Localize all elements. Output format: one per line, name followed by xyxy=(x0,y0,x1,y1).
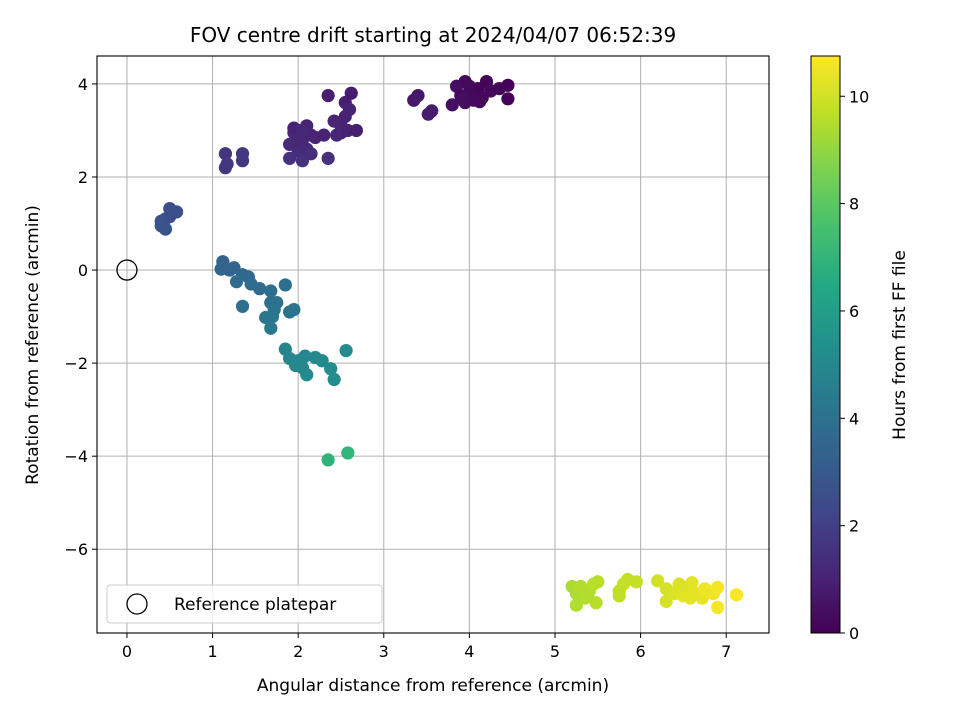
x-tick-label: 4 xyxy=(464,642,474,661)
scatter-point xyxy=(253,282,267,296)
x-tick-label: 6 xyxy=(635,642,645,661)
scatter-point xyxy=(411,88,425,103)
scatter-point xyxy=(321,453,335,467)
grid-layer xyxy=(97,56,769,633)
scatter-point xyxy=(711,600,725,615)
scatter-point xyxy=(218,147,233,161)
scatter-point xyxy=(278,278,292,292)
y-tick-label: 0 xyxy=(78,261,88,280)
scatter-point xyxy=(729,588,744,602)
scatter-point xyxy=(344,86,358,100)
legend: Reference platepar xyxy=(106,584,383,624)
scatter-point xyxy=(425,104,439,118)
scatter-point xyxy=(229,275,244,289)
colorbar: 0 2 4 6 8 10 Hours from first FF file xyxy=(810,55,910,643)
scatter-point xyxy=(321,88,335,103)
scatter-point xyxy=(264,321,278,335)
scatter-point xyxy=(591,575,605,589)
scatter-point xyxy=(214,262,228,276)
scatter-point xyxy=(659,594,673,608)
x-tick-label: 5 xyxy=(550,642,560,661)
scatter-point xyxy=(235,154,250,168)
scatter-point xyxy=(683,591,697,605)
y-axis-label: Rotation from reference (arcmin) xyxy=(23,205,43,485)
x-tick-label: 1 xyxy=(207,642,217,661)
scatter-point xyxy=(629,575,643,589)
scatter-point xyxy=(341,446,355,460)
scatter-point xyxy=(449,79,464,93)
scatter-point xyxy=(612,589,626,603)
scatter-point xyxy=(158,222,173,236)
colorbar-tick-label: 8 xyxy=(849,195,859,214)
scatter-point xyxy=(265,309,280,324)
x-axis-label: Angular distance from reference (arcmin) xyxy=(257,676,609,696)
chart-title: FOV centre drift starting at 2024/04/07 … xyxy=(190,23,676,47)
x-tick-label: 7 xyxy=(721,642,731,661)
scatter-point xyxy=(324,362,338,376)
scatter-point xyxy=(330,128,344,142)
scatter-point xyxy=(349,123,363,138)
y-tick-label: −6 xyxy=(64,540,88,559)
scatter-point xyxy=(574,582,588,596)
scatter-point xyxy=(327,372,341,386)
colorbar-tick-label: 2 xyxy=(849,517,859,536)
colorbar-tick-label: 6 xyxy=(849,302,859,321)
colorbar-ticks: 0 2 4 6 8 10 xyxy=(840,87,869,643)
y-tick-label: 4 xyxy=(78,75,88,94)
scatter-point xyxy=(473,95,487,109)
scatter-point xyxy=(295,123,310,138)
scatter-point xyxy=(315,354,329,368)
scatter-point xyxy=(287,303,301,317)
scatter-point xyxy=(455,92,470,106)
scatter-point xyxy=(264,284,278,298)
scatter-point xyxy=(321,151,335,165)
scatter-point xyxy=(445,98,459,112)
scatter-point xyxy=(711,580,725,594)
tick-layer: 0 1 2 3 4 5 6 7 −6 −4 −2 0 2 4 xyxy=(64,75,731,661)
legend-label-reference: Reference platepar xyxy=(174,595,336,615)
x-tick-label: 3 xyxy=(379,642,389,661)
scatter-point xyxy=(685,576,699,590)
points-layer xyxy=(154,74,744,615)
x-tick-label: 2 xyxy=(293,642,303,661)
scatter-point xyxy=(675,579,689,594)
scatter-point xyxy=(300,368,314,382)
colorbar-tick-label: 10 xyxy=(849,87,869,106)
legend-marker-reference xyxy=(126,593,148,615)
scatter-point xyxy=(218,161,233,175)
reference-layer xyxy=(116,259,138,281)
colorbar-tick-label: 0 xyxy=(849,624,859,643)
scatter-point xyxy=(283,151,297,165)
scatter-point xyxy=(304,147,318,161)
y-tick-label: −2 xyxy=(64,354,88,373)
scatter-point xyxy=(317,128,331,142)
colorbar-gradient xyxy=(810,55,841,634)
scatter-point xyxy=(327,114,341,128)
reference-platepar-marker xyxy=(116,259,138,281)
scatter-point xyxy=(298,349,312,363)
y-tick-label: 2 xyxy=(78,168,88,187)
legend-box xyxy=(106,584,383,624)
x-tick-label: 0 xyxy=(122,642,132,661)
colorbar-tick-label: 4 xyxy=(849,409,859,428)
scatter-point xyxy=(569,598,583,612)
scatter-point xyxy=(291,135,305,149)
y-tick-label: −4 xyxy=(64,447,88,466)
scatter-point xyxy=(501,78,515,92)
plot-frame xyxy=(96,55,770,634)
scatter-point xyxy=(651,574,665,588)
scatter-point xyxy=(501,92,515,106)
colorbar-label: Hours from first FF file xyxy=(890,250,910,440)
scatter-point xyxy=(235,299,250,313)
scatter-point xyxy=(339,343,353,358)
